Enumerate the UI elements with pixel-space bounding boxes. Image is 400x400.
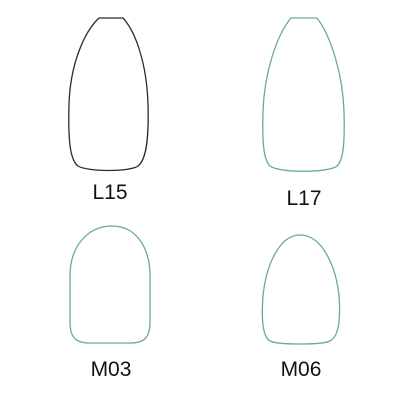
nail-shape-l15-label: L15 [92, 181, 127, 204]
nail-shape-l17-outline [262, 17, 345, 172]
nail-shape-m03-label: M03 [91, 358, 132, 381]
nail-shape-m06-label: M06 [281, 358, 322, 381]
nail-shape-m06-outline [261, 234, 341, 345]
nail-shape-card-l17[interactable]: L17 [262, 17, 345, 210]
nail-shape-l15-outline [68, 17, 149, 172]
nail-shape-m03-outline [69, 225, 151, 344]
nail-shape-card-m06[interactable]: M06 [261, 234, 341, 381]
nail-shape-l17-label: L17 [286, 187, 321, 210]
nail-shape-card-m03[interactable]: M03 [69, 225, 151, 381]
nail-shape-card-l15[interactable]: L15 [68, 17, 149, 204]
